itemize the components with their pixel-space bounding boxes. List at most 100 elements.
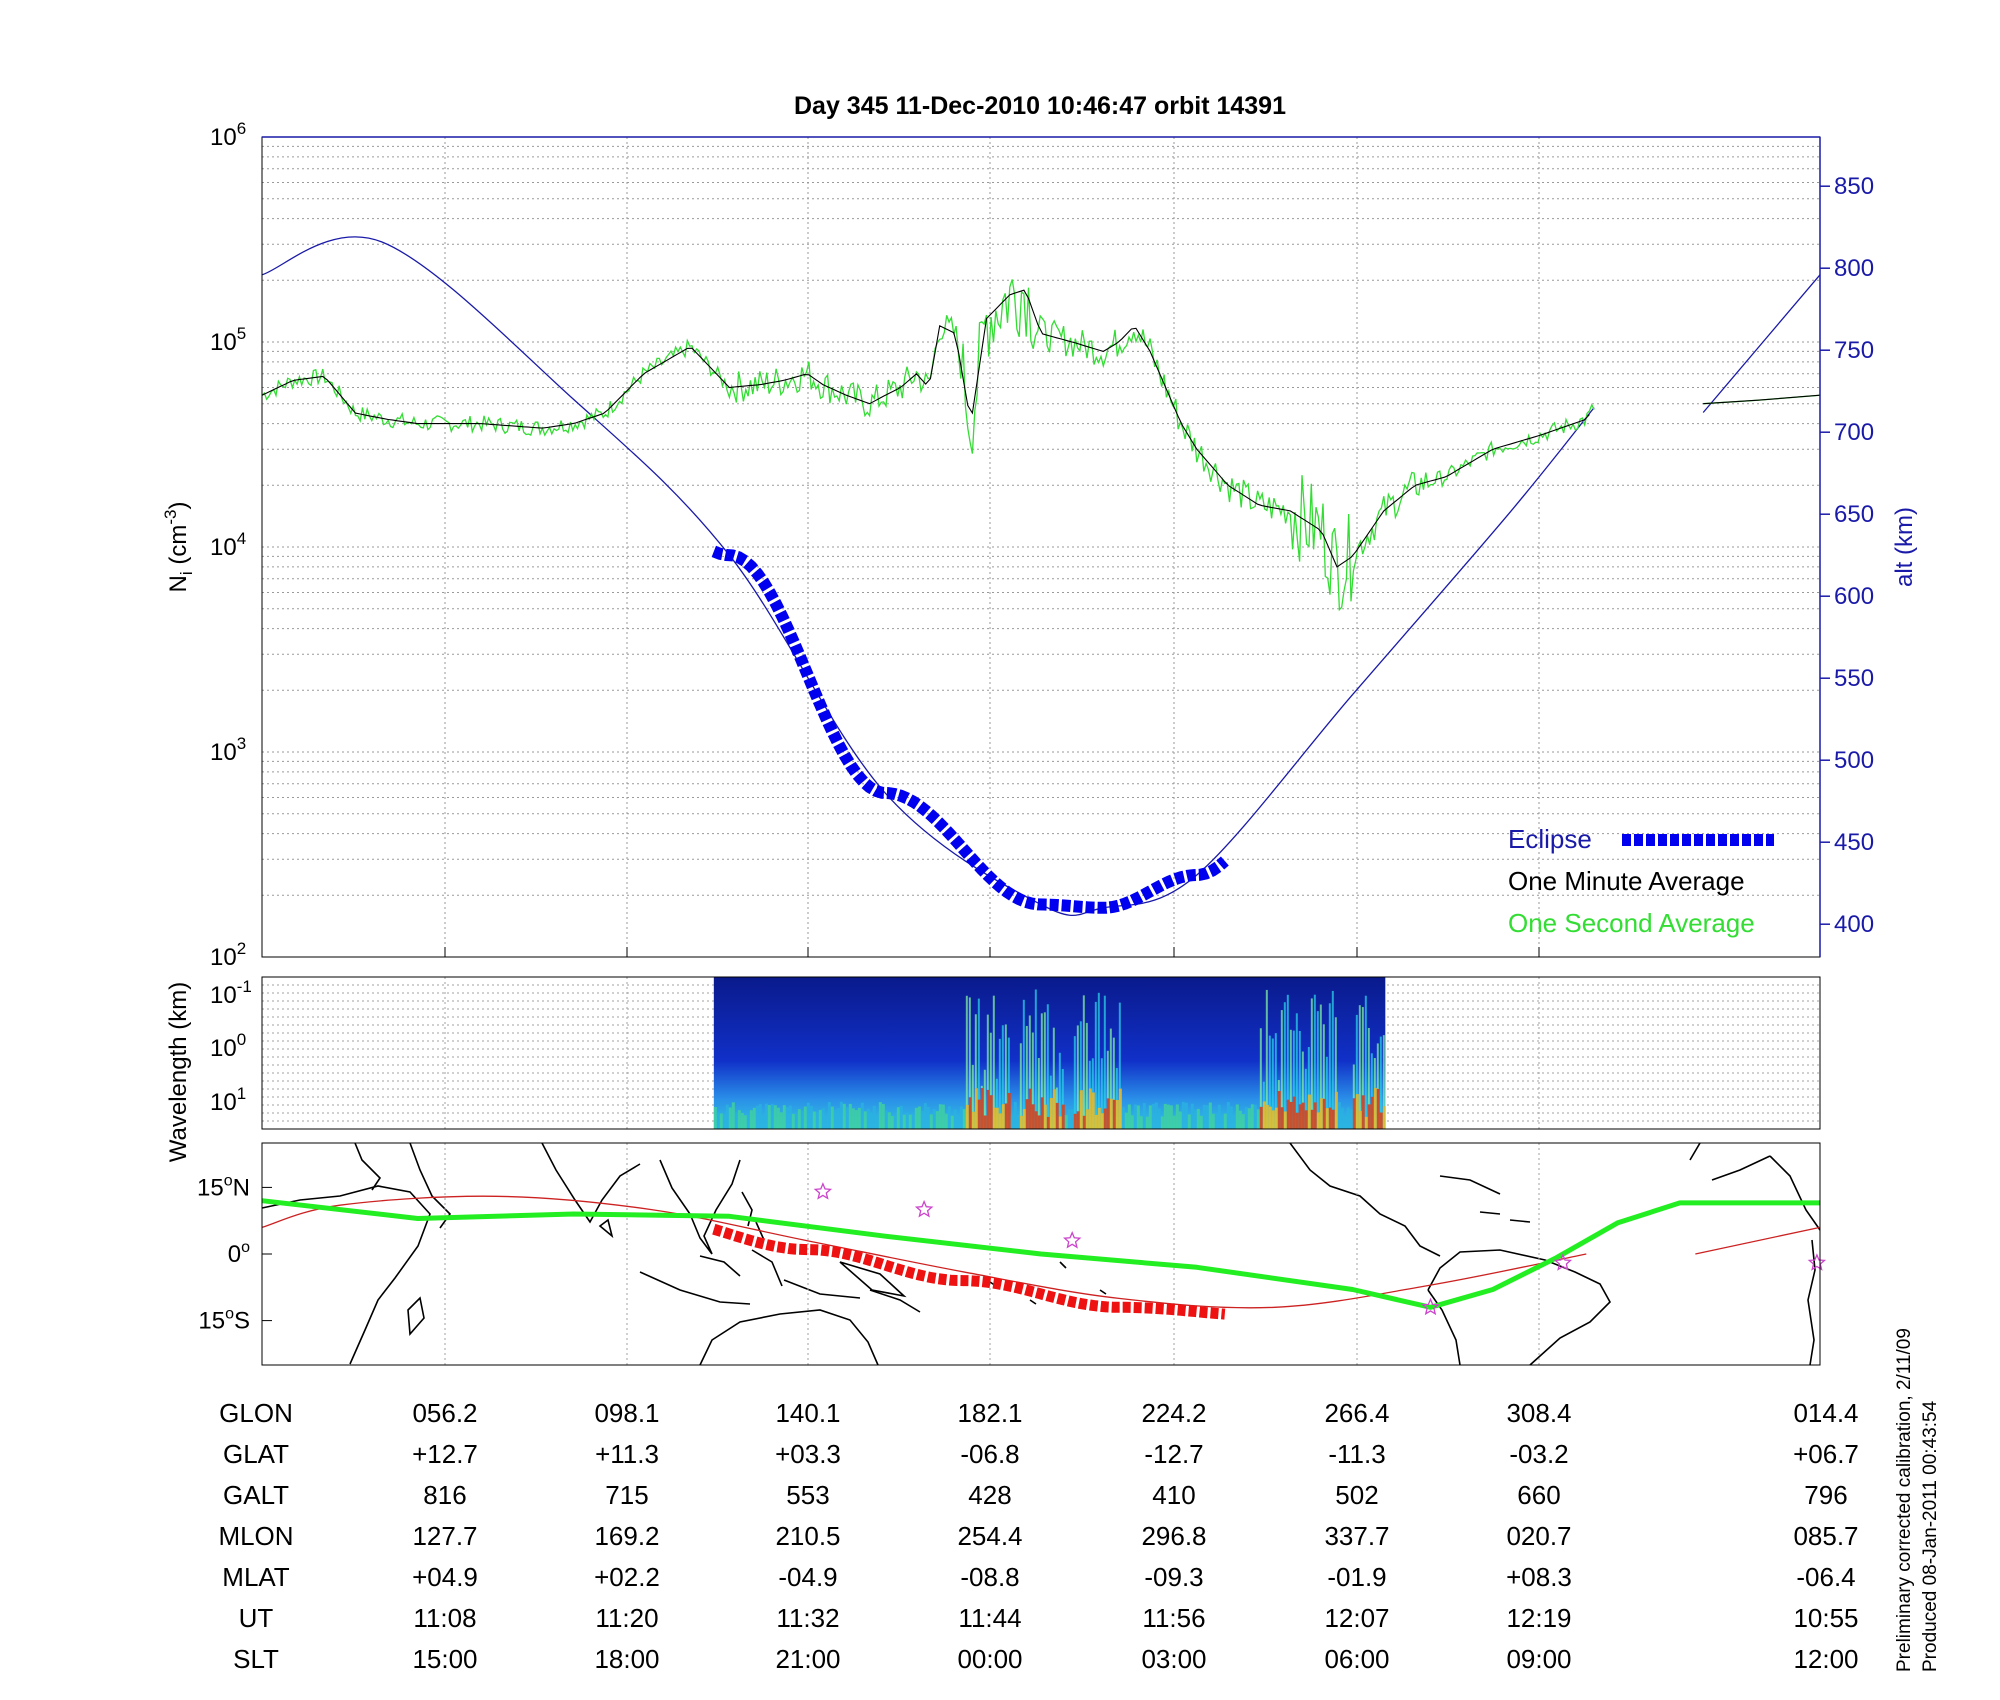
spectrogram-column	[1043, 1104, 1047, 1129]
spectrogram-column-high	[1061, 1069, 1064, 1105]
spectrogram-column	[737, 1110, 741, 1129]
indonesia-islands	[639, 1249, 921, 1313]
table-cell: -08.8	[960, 1562, 1019, 1592]
table-cell: 410	[1152, 1480, 1195, 1510]
table-cell: -01.9	[1327, 1562, 1386, 1592]
spectrogram-column-high	[1301, 1051, 1304, 1103]
table-cell: +06.7	[1793, 1439, 1859, 1469]
spectrogram-column-high	[1274, 1033, 1277, 1108]
spectrogram-column	[1007, 1092, 1011, 1129]
spectrogram-column	[935, 1111, 939, 1129]
spectrogram-column	[1163, 1103, 1167, 1129]
ephemeris-table: GLON 056.2 098.1 140.1 182.1 224.2 266.4 308.4 0…	[218, 1398, 1858, 1674]
spectrogram-column-high	[992, 995, 995, 1108]
density-y-tick-label: 105	[210, 324, 246, 356]
table-row-label: GLON	[219, 1398, 293, 1428]
table-cell: 18:00	[594, 1644, 659, 1674]
spectrogram-column	[788, 1105, 792, 1129]
spectrogram-column	[1136, 1105, 1140, 1129]
spectrogram-column	[1067, 1109, 1071, 1129]
spectrogram-column	[1286, 1099, 1290, 1129]
spectrogram-column-high	[1115, 1068, 1118, 1101]
spectrogram-column-high	[1295, 1013, 1298, 1113]
spectrogram-column	[1097, 1107, 1101, 1129]
spectrogram-column-high	[1031, 1032, 1034, 1105]
spectrogram-column	[851, 1108, 855, 1129]
coastlines	[261, 1142, 1821, 1366]
spectrogram-column-high	[1319, 1004, 1322, 1099]
spectrogram-column	[1307, 1094, 1311, 1129]
spectrogram-column-high	[1088, 1060, 1091, 1089]
spectrogram-column	[845, 1107, 849, 1129]
spectrogram-column	[992, 1107, 996, 1129]
table-cell: -06.4	[1796, 1562, 1855, 1592]
table-cell: 816	[423, 1480, 466, 1510]
density-y-tick-label: 104	[210, 529, 246, 561]
spectrogram-column	[1223, 1113, 1227, 1129]
density-grid	[262, 137, 1820, 957]
spectrogram-column	[1226, 1101, 1230, 1129]
spectrogram-column	[998, 1113, 1002, 1129]
spectrogram-column	[1112, 1099, 1116, 1129]
africa-coast	[261, 1185, 431, 1365]
spectrogram-column	[1181, 1101, 1185, 1129]
table-cell: -06.8	[960, 1439, 1019, 1469]
spectrogram-column	[1346, 1107, 1350, 1129]
chart-title: Day 345 11-Dec-2010 10:46:47 orbit 14391	[794, 92, 1286, 120]
spectrogram-column	[842, 1103, 846, 1129]
spectrogram-column-high	[1358, 1005, 1361, 1111]
spectrogram-column	[1115, 1100, 1119, 1129]
altitude-tick-label: 700	[1834, 419, 1874, 446]
spectrogram-column	[1169, 1105, 1173, 1129]
spectrogram-column	[1211, 1113, 1215, 1129]
table-cell: 296.8	[1141, 1521, 1206, 1551]
spectrogram-column	[818, 1109, 822, 1129]
spectrogram-column	[1049, 1098, 1053, 1129]
spectrogram-column	[947, 1106, 951, 1129]
spectrogram-column	[941, 1104, 945, 1129]
spectrogram-column	[932, 1108, 936, 1129]
spectrogram-column-high	[983, 1069, 986, 1116]
spectrogram-column	[1124, 1112, 1128, 1129]
table-row-label: SLT	[233, 1644, 279, 1674]
table-cell: 056.2	[412, 1398, 477, 1428]
spectrogram-column	[770, 1103, 774, 1129]
table-cell: 00:00	[957, 1644, 1022, 1674]
spectrogram-column	[1010, 1115, 1014, 1129]
spectrogram-column	[1100, 1113, 1104, 1129]
spectrogram-column	[866, 1108, 870, 1129]
spectrogram-column-high	[1367, 1027, 1370, 1105]
spectrogram-column	[803, 1106, 807, 1129]
spectrogram-column	[773, 1105, 777, 1129]
spectrogram-column	[929, 1114, 933, 1129]
spectrogram-column-high	[1103, 995, 1106, 1109]
table-cell: 10:55	[1793, 1603, 1858, 1633]
spectrogram-column	[848, 1103, 852, 1129]
table-cell: 11:32	[776, 1603, 839, 1633]
spectrogram-column-high	[1097, 992, 1100, 1108]
spectrogram-column	[1208, 1102, 1212, 1129]
spectrogram-column	[1094, 1114, 1098, 1129]
spectrogram-column	[827, 1102, 831, 1129]
spectrogram-column	[1154, 1102, 1158, 1129]
spectrogram-column-high	[1304, 1068, 1307, 1111]
spectrogram-column	[1340, 1107, 1344, 1129]
spectrogram-column	[767, 1104, 771, 1129]
spectrogram-column	[743, 1115, 747, 1129]
spectrogram-column	[980, 1088, 984, 1129]
indochina-coast	[659, 1159, 741, 1255]
table-cell: 428	[968, 1480, 1011, 1510]
spectrogram-column	[1301, 1102, 1305, 1129]
spectrogram-frame	[261, 976, 1821, 1130]
spectrogram-column	[854, 1110, 858, 1129]
table-cell: 09:00	[1506, 1644, 1571, 1674]
spectrogram-column	[1133, 1104, 1137, 1129]
west-africa-coast	[1769, 1155, 1821, 1231]
spectrogram-column	[1190, 1103, 1194, 1129]
one-minute-line-tail	[1703, 394, 1821, 405]
spectrogram-column-high	[1268, 1035, 1271, 1107]
table-cell: 337.7	[1324, 1521, 1389, 1551]
dip-star-marker	[1421, 1297, 1440, 1316]
spectrogram-column-high	[1052, 1027, 1055, 1090]
spectrogram-column-high	[1316, 1011, 1319, 1113]
